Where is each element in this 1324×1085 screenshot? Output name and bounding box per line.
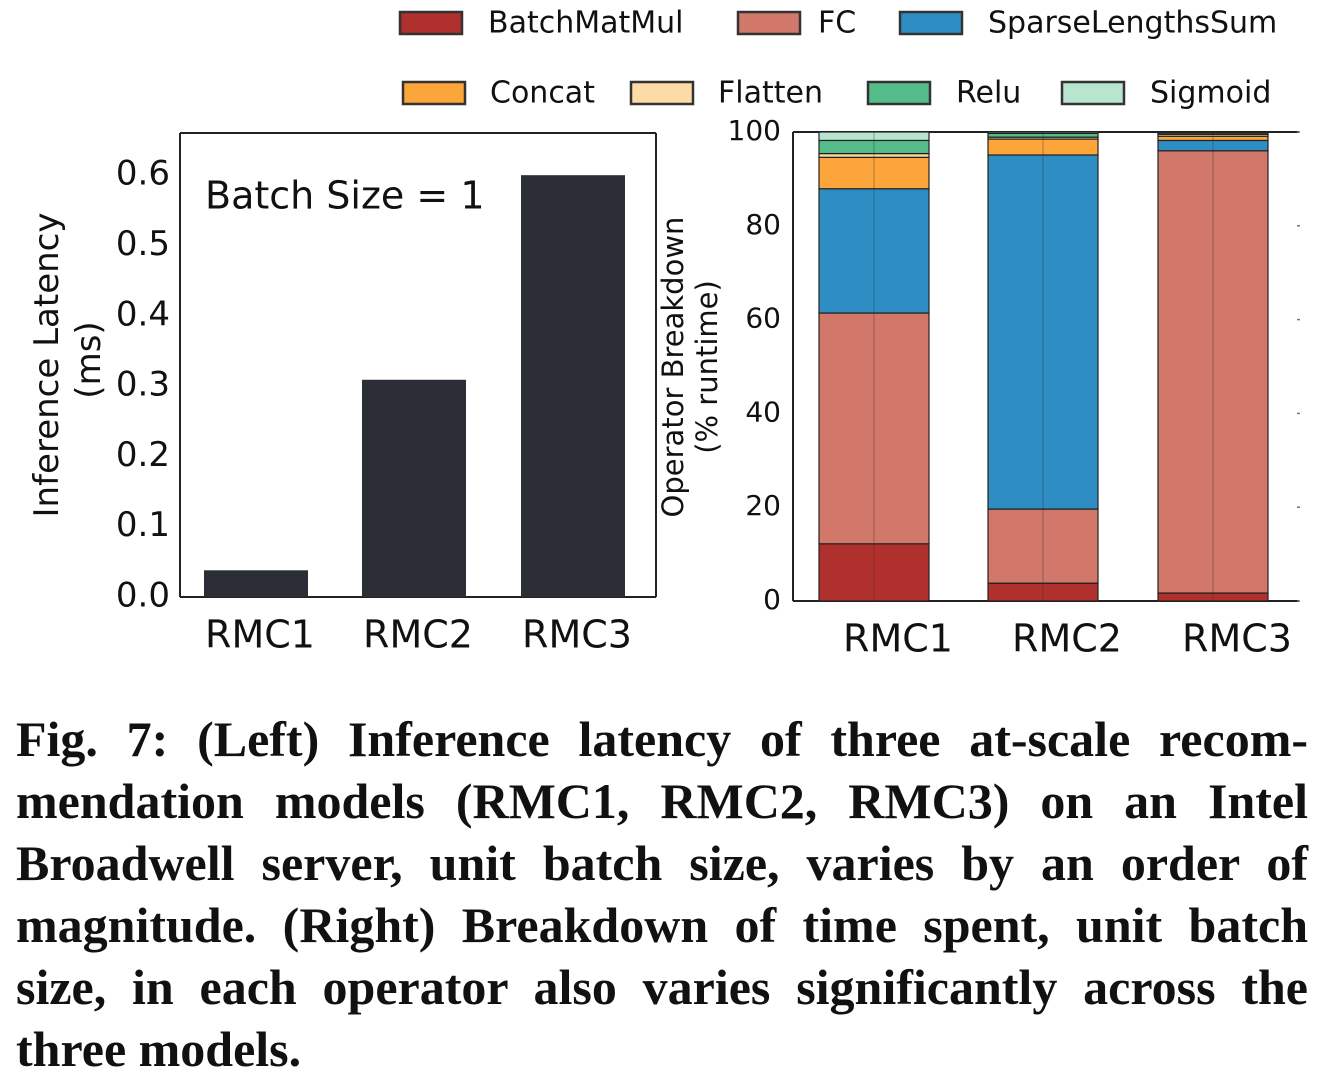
right-x-tick-label: RMC1 xyxy=(843,617,953,661)
left-x-tick-label: RMC2 xyxy=(363,613,473,657)
left-y-tick-label: 0.6 xyxy=(116,154,170,194)
legend-swatch-sparselengthssum xyxy=(898,10,964,36)
right-y-tick-label: 100 xyxy=(728,114,781,147)
segment-rmc1-sparselengthssum xyxy=(818,188,930,314)
latency-bar-rmc1 xyxy=(204,570,308,597)
left-y-tick-label: 0.5 xyxy=(116,224,170,264)
segment-rmc1-sigmoid xyxy=(818,131,930,142)
figure-caption: Fig. 7: (Left) Inference latency of thre… xyxy=(16,711,1308,1077)
segment-rmc3-fc xyxy=(1157,150,1269,594)
right-y-tick-label: 60 xyxy=(745,302,781,335)
left-y-tick-label: 0.1 xyxy=(116,505,170,545)
segment-rmc2-fc xyxy=(987,508,1099,584)
latency-chart: 0.0 0.1 0.2 0.3 0.4 0.5 0.6 RMC1 RMC2 RMC3 Batch S… xyxy=(27,132,657,657)
right-y-tick-label: 20 xyxy=(745,489,781,522)
left-y-tick-label: 0.3 xyxy=(116,365,170,405)
left-y-axis-unit: (ms) xyxy=(69,321,109,398)
right-x-tick-label: RMC3 xyxy=(1182,617,1292,661)
left-y-axis-label: Inference Latency xyxy=(27,213,67,518)
legend-label-fc: FC xyxy=(818,6,856,41)
legend-swatch-concat xyxy=(401,80,467,106)
segment-rmc1-fc xyxy=(818,312,930,545)
segment-rmc1-concat xyxy=(818,156,930,190)
legend-label-relu: Relu xyxy=(956,76,1021,111)
segment-rmc2-sparselengthssum xyxy=(987,154,1099,510)
left-y-tick-label: 0.4 xyxy=(116,294,170,334)
latency-bar-rmc3 xyxy=(521,175,625,597)
segment-rmc1-batchmatmul xyxy=(818,543,930,602)
legend-label-concat: Concat xyxy=(490,76,595,111)
right-y-axis-label: Operator Breakdown xyxy=(656,217,690,518)
figure-canvas: BatchMatMul FC SparseLengthsSum Concat Flatt… xyxy=(27,6,1300,661)
left-y-tick-label: 0.2 xyxy=(116,435,170,475)
right-y-tick-label: 40 xyxy=(745,395,781,428)
segment-rmc3-sigmoid xyxy=(1157,131,1269,134)
legend-label-flatten: Flatten xyxy=(718,76,823,111)
legend-swatch-batchmatmul xyxy=(398,10,464,36)
legend-swatch-relu xyxy=(866,80,932,106)
right-y-tick-label: 0 xyxy=(763,583,781,616)
legend-swatch-flatten xyxy=(629,80,695,106)
right-y-tick-label: 80 xyxy=(745,208,781,241)
legend-swatch-sigmoid xyxy=(1060,80,1126,106)
right-x-tick-label: RMC2 xyxy=(1012,617,1122,661)
legend-label-batchmatmul: BatchMatMul xyxy=(488,6,684,41)
right-y-axis-unit: (% runtime) xyxy=(690,280,724,454)
left-x-tick-label: RMC1 xyxy=(205,613,315,657)
latency-bar-rmc2 xyxy=(362,379,466,597)
legend-swatch-fc xyxy=(736,10,802,36)
legend-label-sigmoid: Sigmoid xyxy=(1150,76,1271,111)
left-x-tick-label: RMC3 xyxy=(522,613,632,657)
batch-size-annotation: Batch Size = 1 xyxy=(205,174,485,218)
left-y-tick-label: 0.0 xyxy=(116,576,170,616)
segment-rmc2-sigmoid xyxy=(987,131,1099,135)
operator-breakdown-chart: 0 20 40 60 80 100 RMC1 RMC2 RMC3 Operator Breakdo… xyxy=(656,114,1300,661)
legend: BatchMatMul FC SparseLengthsSum Concat Flatt… xyxy=(398,6,1277,111)
legend-label-sparselengthssum: SparseLengthsSum xyxy=(988,6,1277,41)
